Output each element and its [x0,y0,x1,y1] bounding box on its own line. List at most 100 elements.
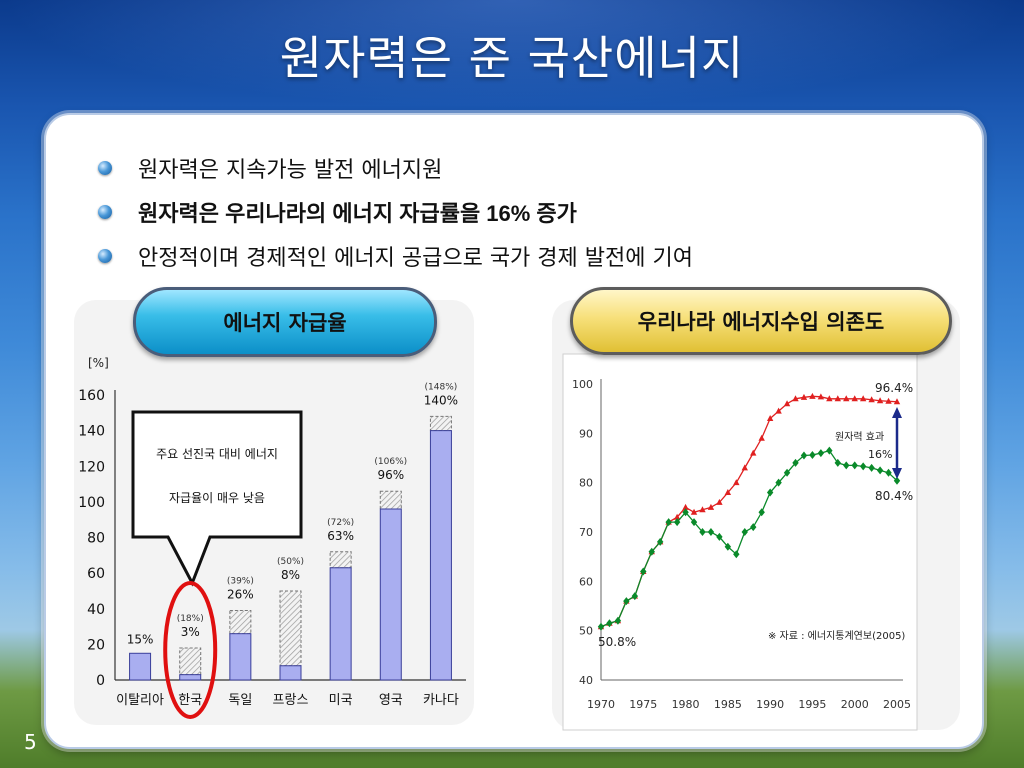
bullet-text: 원자력은 우리나라의 에너지 자급률을 16% 증가 [138,201,577,226]
data-point [783,400,791,407]
highlight-circle [163,581,218,719]
x-tick-label: 2000 [841,698,869,711]
data-point [809,392,816,399]
x-category-label: 프랑스 [273,693,309,708]
bar-nuclear-portion [379,490,402,510]
y-tick-label: 100 [572,378,593,391]
effect-arrow-down-icon [892,468,902,479]
data-point [682,508,689,517]
x-category-label: 한국 [178,693,202,708]
data-point [775,478,782,487]
y-tick-label: 60 [87,566,105,582]
data-point [716,498,723,505]
data-point [792,458,799,467]
source-note: ※ 자료 : 에너지통계연보(2005) [768,630,905,642]
data-point [733,479,740,486]
bar [379,508,402,681]
x-tick-label: 2005 [883,698,911,711]
data-point [750,523,757,532]
import-dependency-label: 우리나라 에너지수입 의존도 [570,287,952,355]
data-point [775,407,782,414]
bar [129,652,152,681]
data-point [707,528,715,536]
data-point [809,451,816,460]
start-value-label: 50.8% [598,635,636,649]
bar-value-label: 15% [127,632,154,646]
data-point [750,449,757,456]
bar [429,430,452,681]
slide-title: 원자력은 준 국산에너지 [279,31,745,85]
data-point [893,476,901,485]
data-point [623,597,630,606]
data-point [690,508,698,515]
bar-value-label: 26% [227,588,254,602]
data-point [834,395,841,402]
bullet-icon [98,249,112,263]
effect-value: 16% [868,448,892,461]
energy-self-sufficiency-label: 에너지 자급율 [133,287,437,357]
x-category-label: 미국 [329,693,353,708]
effect-label: 원자력 효과 [835,431,884,443]
callout-text: 주요 선진국 대비 에너지 [156,447,278,461]
data-point [885,468,892,477]
y-tick-label: 80 [579,477,593,490]
data-point [868,396,875,403]
y-tick-label: 140 [78,424,105,440]
bar-nuclear-portion [179,647,202,676]
title-glow [0,0,1024,110]
bullet-item-2: 원자력은 우리나라의 에너지 자급률을 16% 증가 [98,190,693,234]
effect-arrow-up-icon [892,407,902,418]
slide-number: 5 [24,730,37,754]
bottom-end-label: 80.4% [875,489,913,503]
bar [229,633,252,681]
x-tick-label: 1980 [672,698,700,711]
bar-value-label: 140% [424,393,458,407]
data-point [851,461,858,470]
callout-box [131,410,303,587]
data-point [690,518,698,527]
line-chart-frame [562,353,918,731]
bullet-text: 안정적이며 경제적인 에너지 공급으로 국가 경제 발전에 기여 [138,246,693,271]
bar-value-label: 63% [327,529,354,543]
y-tick-label: 20 [87,637,105,653]
bar-total-label: (148%) [425,382,458,392]
data-point [876,466,884,475]
bullet-text: 원자력은 지속가능 발전 에너지원 [138,158,443,183]
data-point [673,518,681,527]
data-point [733,550,740,559]
data-point [893,398,901,405]
y-tick-label: 160 [78,388,105,404]
data-point [597,622,605,631]
bar [179,674,202,681]
y-tick-label: 80 [87,531,105,547]
data-point [800,393,808,400]
data-point [817,393,825,400]
data-point [648,547,655,556]
data-point [792,395,799,402]
data-point [783,468,791,477]
bar-value-label: 8% [281,568,300,582]
bar-nuclear-portion [229,610,252,635]
bar-value-label: 3% [181,625,200,639]
data-point [843,395,850,402]
data-point [682,503,689,510]
data-point [758,508,765,517]
data-point [724,542,732,551]
data-point [859,462,867,471]
data-point [699,506,706,513]
data-point [876,397,884,404]
bar-value-label: 96% [377,468,404,482]
bar [279,665,302,681]
bar [329,567,352,681]
data-point [606,619,613,628]
data-point [657,537,664,546]
data-point [707,503,715,510]
y-tick-label: 70 [579,526,593,539]
x-category-label: 영국 [379,693,403,708]
x-tick-label: 1990 [756,698,784,711]
data-point [631,592,639,601]
bullet-item-3: 안정적이며 경제적인 에너지 공급으로 국가 경제 발전에 기여 [98,234,693,278]
data-point [716,532,723,541]
